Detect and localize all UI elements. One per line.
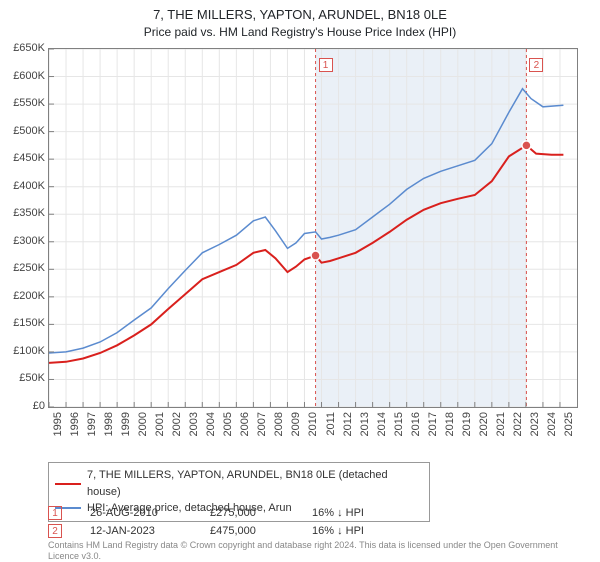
x-tick-label: 2011 <box>325 412 337 436</box>
x-tick-label: 1995 <box>52 412 64 436</box>
x-tick-label: 2024 <box>546 412 558 436</box>
sale-date: 12-JAN-2023 <box>90 525 210 537</box>
legend-label: 7, THE MILLERS, YAPTON, ARUNDEL, BN18 0L… <box>87 467 423 500</box>
x-tick-label: 2023 <box>529 412 541 436</box>
x-tick-label: 1997 <box>86 412 98 436</box>
sale-row: 2 12-JAN-2023 £475,000 16% ↓ HPI <box>48 522 578 540</box>
sale-price: £275,000 <box>210 507 312 519</box>
y-tick-label: £500K <box>13 125 45 137</box>
x-tick-label: 2021 <box>495 412 507 436</box>
title-area: 7, THE MILLERS, YAPTON, ARUNDEL, BN18 0L… <box>0 0 600 40</box>
x-tick-label: 1998 <box>103 412 115 436</box>
sale-row: 1 26-AUG-2010 £275,000 16% ↓ HPI <box>48 504 578 522</box>
y-tick-label: £350K <box>13 207 45 219</box>
y-tick-label: £450K <box>13 152 45 164</box>
x-tick-label: 2022 <box>512 412 524 436</box>
x-tick-label: 2002 <box>171 412 183 436</box>
chart-subtitle: Price paid vs. HM Land Registry's House … <box>0 24 600 40</box>
x-tick-label: 2004 <box>205 412 217 436</box>
x-tick-label: 2007 <box>256 412 268 436</box>
x-tick-label: 2003 <box>188 412 200 436</box>
sale-date: 26-AUG-2010 <box>90 507 210 519</box>
sales-table: 1 26-AUG-2010 £275,000 16% ↓ HPI 2 12-JA… <box>48 504 578 540</box>
chart-title: 7, THE MILLERS, YAPTON, ARUNDEL, BN18 0L… <box>0 6 600 24</box>
x-tick-label: 1999 <box>120 412 132 436</box>
x-tick-label: 2009 <box>290 412 302 436</box>
y-tick-label: £50K <box>19 372 45 384</box>
legend-swatch <box>55 483 81 485</box>
y-tick-label: £400K <box>13 180 45 192</box>
y-tick-label: £550K <box>13 97 45 109</box>
chart-container: 7, THE MILLERS, YAPTON, ARUNDEL, BN18 0L… <box>0 0 600 560</box>
x-tick-label: 1996 <box>69 412 81 436</box>
x-tick-label: 2006 <box>239 412 251 436</box>
x-tick-label: 2020 <box>478 412 490 436</box>
x-tick-label: 2008 <box>273 412 285 436</box>
x-tick-label: 2025 <box>563 412 575 436</box>
plot-area <box>48 48 578 408</box>
x-tick-label: 2001 <box>154 412 166 436</box>
x-tick-label: 2014 <box>376 412 388 436</box>
y-tick-label: £650K <box>13 42 45 54</box>
sale-delta: 16% ↓ HPI <box>312 525 412 537</box>
y-tick-label: £100K <box>13 345 45 357</box>
sale-delta: 16% ↓ HPI <box>312 507 412 519</box>
plot-svg <box>49 49 577 407</box>
y-tick-label: £150K <box>13 317 45 329</box>
y-tick-label: £0 <box>33 400 45 412</box>
sale-badge: 1 <box>48 506 62 520</box>
x-tick-label: 2015 <box>393 412 405 436</box>
x-tick-label: 2016 <box>410 412 422 436</box>
x-tick-label: 2012 <box>342 412 354 436</box>
legend-item: 7, THE MILLERS, YAPTON, ARUNDEL, BN18 0L… <box>55 467 423 500</box>
sale-price: £475,000 <box>210 525 312 537</box>
sale-badge: 2 <box>48 524 62 538</box>
x-tick-label: 2000 <box>137 412 149 436</box>
y-tick-label: £250K <box>13 262 45 274</box>
x-tick-label: 2018 <box>444 412 456 436</box>
x-tick-label: 2010 <box>307 412 319 436</box>
x-tick-label: 2017 <box>427 412 439 436</box>
x-tick-label: 2005 <box>222 412 234 436</box>
y-tick-label: £200K <box>13 290 45 302</box>
y-tick-label: £600K <box>13 70 45 82</box>
footer-attribution: Contains HM Land Registry data © Crown c… <box>48 540 578 562</box>
x-tick-label: 2019 <box>461 412 473 436</box>
x-tick-label: 2013 <box>359 412 371 436</box>
y-tick-label: £300K <box>13 235 45 247</box>
